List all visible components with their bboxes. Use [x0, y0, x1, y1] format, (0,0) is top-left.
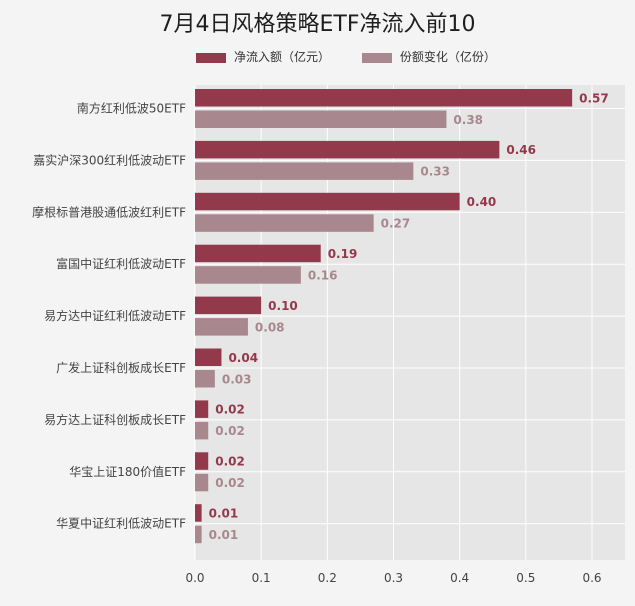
- x-tick-label: 0.6: [582, 571, 601, 585]
- x-tick-label: 0.0: [185, 571, 204, 585]
- bar-share-change: [195, 162, 414, 180]
- legend-item-inflow: 净流入额（亿元）: [196, 48, 330, 65]
- legend: 净流入额（亿元） 份额变化（亿份）: [196, 48, 524, 65]
- legend-swatch-shares: [361, 52, 392, 63]
- data-label-net-inflow: 0.46: [506, 143, 536, 157]
- data-label-net-inflow: 0.01: [209, 506, 239, 520]
- legend-label-shares: 份额变化（亿份）: [399, 50, 496, 64]
- bar-net-inflow: [195, 296, 262, 315]
- legend-swatch-inflow: [196, 52, 226, 63]
- data-label-share-change: 0.27: [381, 217, 411, 231]
- data-label-share-change: 0.16: [308, 268, 338, 282]
- data-label-net-inflow: 0.19: [328, 247, 358, 261]
- category-label: 摩根标普港股通低波红利ETF: [32, 204, 186, 219]
- data-label-net-inflow: 0.02: [215, 403, 245, 417]
- category-label: 富国中证红利低波动ETF: [56, 256, 186, 271]
- bar-net-inflow: [195, 244, 321, 263]
- data-label-share-change: 0.38: [453, 113, 483, 127]
- x-tick-label: 0.1: [252, 571, 271, 585]
- bar-net-inflow: [195, 400, 209, 418]
- bar-share-change: [195, 473, 209, 492]
- category-label: 南方红利低波50ETF: [77, 101, 186, 116]
- legend-label-inflow: 净流入额（亿元）: [234, 50, 331, 64]
- data-label-share-change: 0.33: [420, 165, 450, 179]
- x-tick-label: 0.4: [450, 571, 469, 585]
- data-label-share-change: 0.08: [255, 320, 285, 334]
- category-label: 广发上证科创板成长ETF: [56, 360, 186, 375]
- legend-item-shares: 份额变化（亿份）: [361, 48, 496, 65]
- category-label: 华宝上证180价值ETF: [69, 464, 186, 479]
- bar-net-inflow: [195, 348, 222, 366]
- data-label-net-inflow: 0.04: [228, 351, 258, 365]
- data-label-share-change: 0.02: [215, 424, 245, 438]
- category-label: 嘉实沪深300红利低波动ETF: [33, 152, 186, 167]
- chart-title: 7月4日风格策略ETF净流入前10: [159, 12, 476, 37]
- data-label-share-change: 0.02: [215, 476, 245, 490]
- bar-net-inflow: [195, 452, 209, 470]
- bar-net-inflow: [195, 504, 202, 522]
- data-label-share-change: 0.03: [222, 372, 252, 386]
- bar-share-change: [195, 421, 209, 440]
- bar-share-change: [195, 370, 215, 388]
- category-label: 易方达中证红利低波动ETF: [44, 308, 186, 323]
- bar-share-change: [195, 266, 301, 284]
- x-tick-label: 0.5: [516, 571, 535, 585]
- data-label-net-inflow: 0.57: [579, 91, 609, 105]
- category-label: 易方达上证科创板成长ETF: [44, 412, 186, 427]
- x-tick-label: 0.2: [318, 571, 337, 585]
- bar-net-inflow: [195, 89, 573, 107]
- data-label-share-change: 0.01: [209, 528, 239, 542]
- bar-share-change: [195, 110, 447, 128]
- bar-share-change: [195, 318, 248, 336]
- bar-net-inflow: [195, 140, 500, 159]
- bar-net-inflow: [195, 192, 460, 211]
- x-tick-label: 0.3: [384, 571, 403, 585]
- category-label: 华夏中证红利低波动ETF: [56, 516, 186, 531]
- data-label-net-inflow: 0.40: [467, 195, 497, 209]
- data-label-net-inflow: 0.02: [215, 455, 245, 469]
- bar-share-change: [195, 214, 374, 232]
- bar-share-change: [195, 525, 202, 544]
- data-label-net-inflow: 0.10: [268, 299, 298, 313]
